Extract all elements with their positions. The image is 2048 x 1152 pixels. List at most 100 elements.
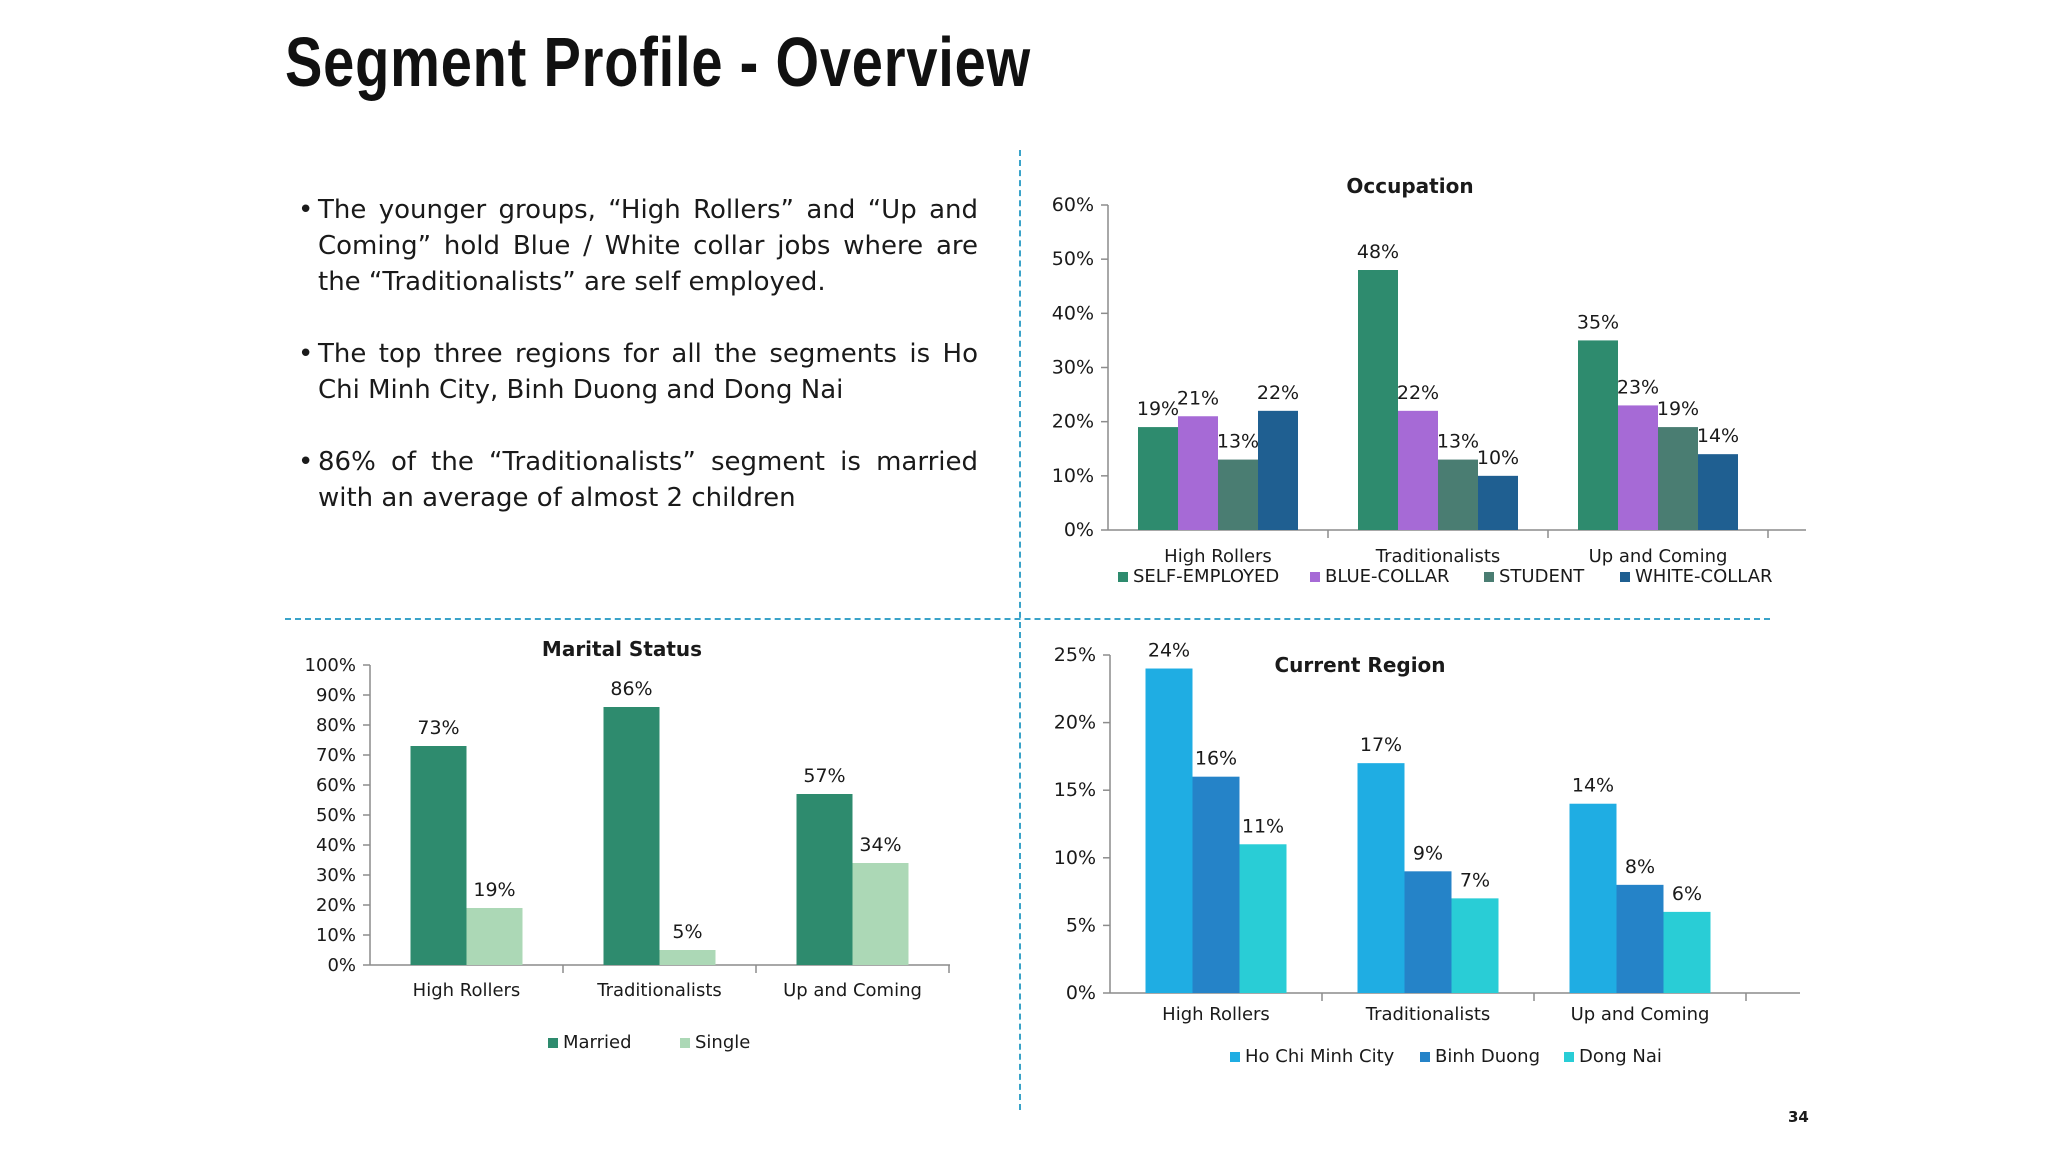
x-tick-label: Up and Coming	[1571, 1004, 1710, 1025]
data-label: 5%	[672, 921, 702, 943]
bullet-text: The younger groups, “High Rollers” and “…	[318, 195, 978, 297]
bullet-dot: •	[298, 447, 314, 477]
x-tick-label: Traditionalists	[596, 980, 722, 1001]
y-tick-label: 30%	[316, 865, 356, 886]
data-label: 14%	[1572, 775, 1614, 797]
data-label: 19%	[1137, 398, 1179, 420]
vertical-divider	[1019, 150, 1021, 1110]
x-tick-label: Up and Coming	[783, 980, 922, 1001]
chart-title: Marital Status	[542, 637, 702, 661]
bar	[1616, 884, 1664, 993]
chart-title: Occupation	[1346, 174, 1473, 198]
data-label: 7%	[1460, 869, 1490, 891]
y-tick-label: 0%	[1064, 519, 1094, 541]
y-tick-label: 15%	[1054, 779, 1096, 801]
current-region-chart: Current Region 0% 5% 10% 15% 20% 25% High Rolle…	[1054, 640, 1800, 1067]
bar	[1239, 844, 1287, 993]
legend-swatch	[1310, 572, 1320, 582]
y-tick-label: 5%	[1066, 914, 1096, 936]
data-label: 22%	[1257, 382, 1299, 404]
x-tick-label: Up and Coming	[1589, 546, 1728, 567]
bar	[1658, 427, 1698, 530]
legend-swatch	[1620, 572, 1630, 582]
occupation-chart: Occupation 0% 10% 20% 30% 40% 50% 60% High Rolle…	[1052, 174, 1806, 587]
legend-label: Dong Nai	[1579, 1046, 1662, 1067]
bar	[659, 950, 716, 965]
data-label: 48%	[1357, 241, 1399, 263]
bar	[466, 908, 523, 965]
data-label: 14%	[1697, 425, 1739, 447]
legend-swatch	[1484, 572, 1494, 582]
data-label: 23%	[1617, 376, 1659, 398]
y-tick-label: 90%	[316, 685, 356, 706]
x-tick-label: Traditionalists	[1365, 1004, 1491, 1025]
data-label: 13%	[1437, 431, 1479, 453]
y-tick-label: 50%	[1052, 248, 1094, 270]
data-label: 17%	[1360, 734, 1402, 756]
bullet-dot: •	[298, 339, 314, 369]
data-label: 19%	[1657, 398, 1699, 420]
data-label: 22%	[1397, 382, 1439, 404]
legend-label: SELF-EMPLOYED	[1133, 566, 1279, 587]
bullet-item: • The top three regions for all the segm…	[298, 336, 978, 408]
y-tick-label: 0%	[1066, 982, 1096, 1004]
x-tick-label: High Rollers	[413, 980, 521, 1001]
data-label: 57%	[803, 765, 845, 787]
legend-label: WHITE-COLLAR	[1635, 566, 1773, 587]
bar	[1698, 454, 1738, 530]
legend-swatch	[680, 1038, 690, 1048]
bullet-text: The top three regions for all the segmen…	[318, 339, 978, 405]
bar	[1404, 871, 1452, 993]
bar	[852, 863, 909, 965]
y-tick-label: 25%	[1054, 644, 1096, 666]
legend-swatch	[1564, 1052, 1574, 1062]
bar	[1358, 270, 1398, 530]
y-tick-label: 40%	[1052, 302, 1094, 324]
bar	[1618, 405, 1658, 530]
x-tick-label: High Rollers	[1162, 1004, 1270, 1025]
y-tick-label: 10%	[316, 925, 356, 946]
data-label: 16%	[1195, 748, 1237, 770]
bullet-list: • The younger groups, “High Rollers” and…	[298, 192, 978, 552]
bar	[1578, 340, 1618, 530]
data-label: 6%	[1672, 883, 1702, 905]
legend-swatch	[1420, 1052, 1430, 1062]
data-label: 34%	[859, 834, 901, 856]
y-tick-label: 70%	[316, 745, 356, 766]
y-tick-label: 60%	[1052, 194, 1094, 216]
data-label: 13%	[1217, 431, 1259, 453]
bar	[1138, 427, 1178, 530]
slide-title: Segment Profile - Overview	[285, 23, 1031, 101]
chart-title: Current Region	[1274, 653, 1445, 677]
data-label: 9%	[1413, 842, 1443, 864]
x-tick-label: High Rollers	[1164, 546, 1272, 567]
legend-swatch	[1230, 1052, 1240, 1062]
bar	[796, 794, 853, 965]
y-tick-label: 10%	[1052, 465, 1094, 487]
bar	[1451, 898, 1499, 993]
bar	[1178, 416, 1218, 530]
bar	[1663, 911, 1711, 993]
bar	[1398, 410, 1438, 530]
y-tick-label: 20%	[1054, 712, 1096, 734]
y-tick-label: 60%	[316, 775, 356, 796]
legend-label: STUDENT	[1499, 566, 1585, 587]
bullet-dot: •	[298, 195, 314, 225]
y-tick-label: 80%	[316, 715, 356, 736]
x-tick-label: Traditionalists	[1375, 546, 1501, 567]
bullet-item: • The younger groups, “High Rollers” and…	[298, 192, 978, 300]
y-tick-label: 40%	[316, 835, 356, 856]
bar	[1357, 763, 1405, 993]
bar	[1438, 459, 1478, 530]
y-tick-label: 20%	[316, 895, 356, 916]
marital-status-chart: Marital Status 0% 10% 20% 30% 40% 50% 60% 70% 80%…	[305, 637, 950, 1053]
bar	[1478, 475, 1518, 530]
data-label: 35%	[1577, 311, 1619, 333]
bar	[410, 746, 467, 965]
legend-label: Binh Duong	[1435, 1046, 1540, 1067]
data-label: 86%	[610, 678, 652, 700]
legend-swatch	[1118, 572, 1128, 582]
bar	[1569, 803, 1617, 993]
y-tick-label: 20%	[1052, 411, 1094, 433]
data-label: 19%	[473, 879, 515, 901]
